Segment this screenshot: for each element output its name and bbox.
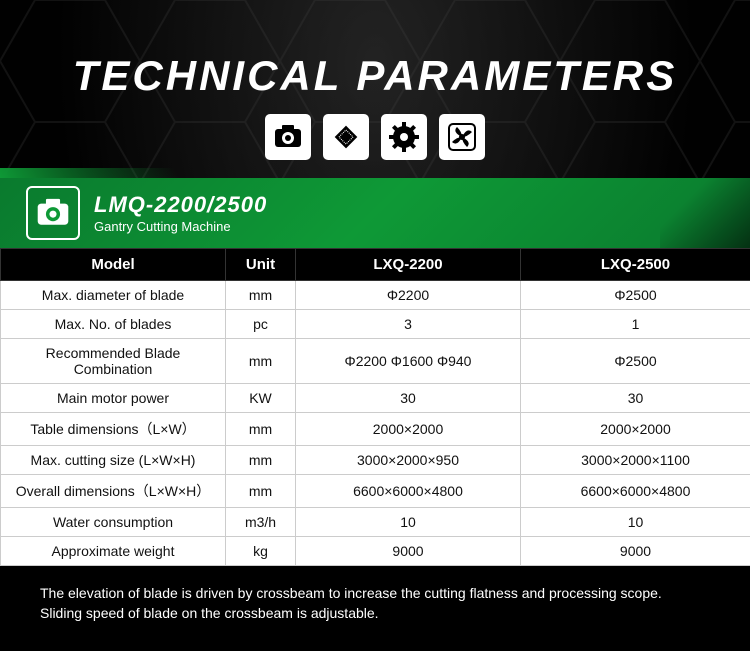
table-row: Water consumptionm3/h1010 (1, 508, 750, 537)
table-cell: Table dimensions（L×W） (1, 413, 226, 446)
table-cell: Max. No. of blades (1, 310, 226, 339)
table-cell: 3000×2000×1100 (521, 446, 750, 475)
table-cell: mm (226, 475, 296, 508)
table-cell: Main motor power (1, 384, 226, 413)
header: TECHNICAL PARAMETERS (0, 0, 750, 160)
footer-line2: Sliding speed of blade on the crossbeam … (40, 604, 710, 624)
footer-note: The elevation of blade is driven by cros… (0, 566, 750, 651)
product-subtitle: Gantry Cutting Machine (94, 219, 267, 234)
table-row: Approximate weightkg90009000 (1, 537, 750, 566)
table-cell: 3 (296, 310, 521, 339)
table-cell: mm (226, 446, 296, 475)
table-cell: 2000×2000 (296, 413, 521, 446)
table-cell: 6600×6000×4800 (296, 475, 521, 508)
table-cell: 30 (296, 384, 521, 413)
footer-line1: The elevation of blade is driven by cros… (40, 584, 710, 604)
table-cell: mm (226, 281, 296, 310)
table-cell: Max. diameter of blade (1, 281, 226, 310)
diamond-icon (323, 114, 369, 160)
table-cell: KW (226, 384, 296, 413)
table-cell: kg (226, 537, 296, 566)
table-cell: Approximate weight (1, 537, 226, 566)
product-camera-icon (26, 186, 80, 240)
table-cell: Overall dimensions（L×W×H） (1, 475, 226, 508)
table-header-row: Model Unit LXQ-2200 LXQ-2500 (1, 249, 750, 281)
table-cell: Φ2500 (521, 281, 750, 310)
table-cell: 9000 (296, 537, 521, 566)
table-cell: mm (226, 339, 296, 384)
gear-icon (381, 114, 427, 160)
table-row: Main motor powerKW3030 (1, 384, 750, 413)
table-cell: 2000×2000 (521, 413, 750, 446)
table-cell: Water consumption (1, 508, 226, 537)
table-cell: 6600×6000×4800 (521, 475, 750, 508)
table-row: Recommended Blade CombinationmmΦ2200 Φ16… (1, 339, 750, 384)
table-cell: 3000×2000×950 (296, 446, 521, 475)
th-model: Model (1, 249, 226, 281)
table-cell: 10 (521, 508, 750, 537)
table-cell: m3/h (226, 508, 296, 537)
product-text: LMQ-2200/2500 Gantry Cutting Machine (94, 192, 267, 234)
table-cell: Φ2500 (521, 339, 750, 384)
camera-icon (265, 114, 311, 160)
table-cell: 9000 (521, 537, 750, 566)
spec-table: Model Unit LXQ-2200 LXQ-2500 Max. diamet… (0, 248, 750, 566)
table-cell: Φ2200 Φ1600 Φ940 (296, 339, 521, 384)
table-row: Max. diameter of blademmΦ2200Φ2500 (1, 281, 750, 310)
table-cell: Max. cutting size (L×W×H) (1, 446, 226, 475)
product-model: LMQ-2200/2500 (94, 192, 267, 218)
th-col2: LXQ-2500 (521, 249, 750, 281)
th-unit: Unit (226, 249, 296, 281)
th-col1: LXQ-2200 (296, 249, 521, 281)
table-row: Overall dimensions（L×W×H）mm6600×6000×480… (1, 475, 750, 508)
table-cell: Recommended Blade Combination (1, 339, 226, 384)
table-cell: pc (226, 310, 296, 339)
table-row: Table dimensions（L×W）mm2000×20002000×200… (1, 413, 750, 446)
fan-icon (439, 114, 485, 160)
table-cell: 1 (521, 310, 750, 339)
table-row: Max. No. of bladespc31 (1, 310, 750, 339)
product-bar: LMQ-2200/2500 Gantry Cutting Machine (0, 178, 750, 248)
table-cell: mm (226, 413, 296, 446)
table-cell: 10 (296, 508, 521, 537)
table-cell: 30 (521, 384, 750, 413)
page-title: TECHNICAL PARAMETERS (0, 52, 750, 100)
icon-row (0, 114, 750, 160)
table-row: Max. cutting size (L×W×H)mm3000×2000×950… (1, 446, 750, 475)
table-cell: Φ2200 (296, 281, 521, 310)
